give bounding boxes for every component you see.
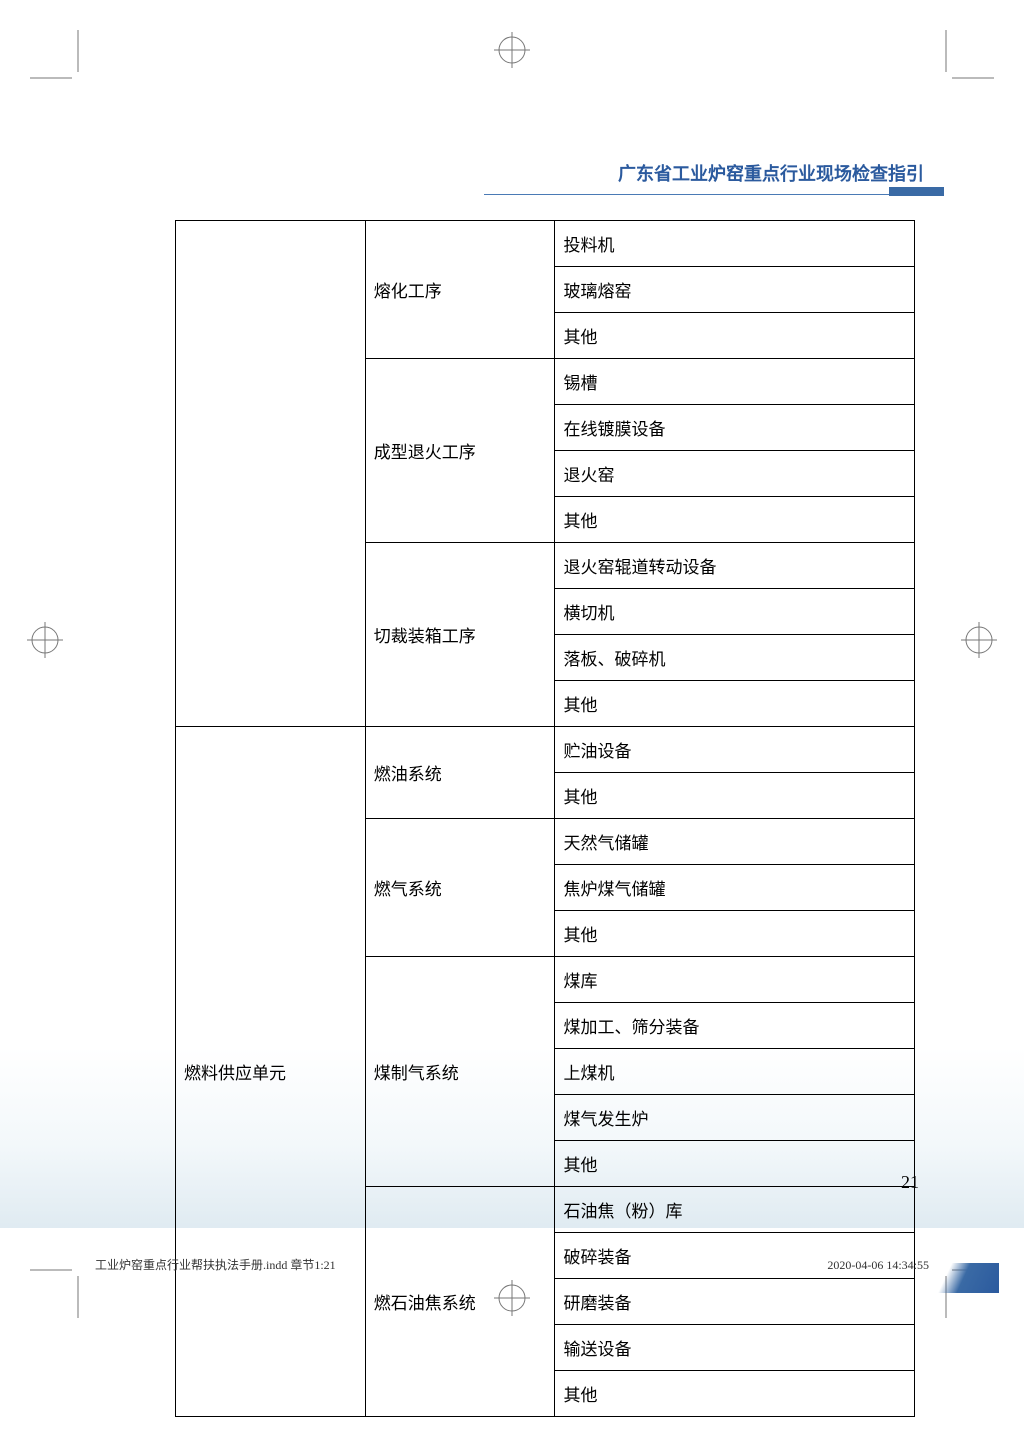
cell-item: 其他 [555, 497, 915, 543]
cell-item: 其他 [555, 1371, 915, 1417]
header-underline [484, 194, 924, 195]
cell-unit-blank [176, 221, 366, 727]
cell-process: 成型退火工序 [365, 359, 555, 543]
crop-mark-tr [924, 30, 994, 100]
cell-item: 横切机 [555, 589, 915, 635]
cell-process: 燃气系统 [365, 819, 555, 957]
cell-item: 投料机 [555, 221, 915, 267]
cell-unit: 燃料供应单元 [176, 727, 366, 1417]
table-row: 熔化工序 投料机 [176, 221, 915, 267]
cell-process: 切裁装箱工序 [365, 543, 555, 727]
cell-process: 燃油系统 [365, 727, 555, 819]
cell-item: 研磨装备 [555, 1279, 915, 1325]
page-header: 广东省工业炉窑重点行业现场检查指引 [484, 160, 924, 195]
cell-item: 退火窑 [555, 451, 915, 497]
registration-mark-top [492, 30, 532, 70]
cell-item: 其他 [555, 313, 915, 359]
cell-item: 其他 [555, 1141, 915, 1187]
crop-mark-tl [30, 30, 100, 100]
cell-process: 燃石油焦系统 [365, 1187, 555, 1417]
header-tab [889, 187, 944, 196]
table-row: 燃料供应单元 燃油系统 贮油设备 [176, 727, 915, 773]
cell-process: 煤制气系统 [365, 957, 555, 1187]
registration-mark-right [959, 620, 999, 660]
registration-mark-left [25, 620, 65, 660]
cell-item: 石油焦（粉）库 [555, 1187, 915, 1233]
cell-item: 其他 [555, 911, 915, 957]
cell-item: 玻璃熔窑 [555, 267, 915, 313]
cell-item: 天然气储罐 [555, 819, 915, 865]
footer-text-left: 工业炉窑重点行业帮扶执法手册.indd 章节1:21 [95, 1256, 336, 1273]
crop-mark-bl [30, 1248, 100, 1318]
page-title: 广东省工业炉窑重点行业现场检查指引 [484, 160, 924, 191]
cell-item: 在线镀膜设备 [555, 405, 915, 451]
cell-item: 退火窑辊道转动设备 [555, 543, 915, 589]
cell-process: 熔化工序 [365, 221, 555, 359]
footer-corner-accent [919, 1263, 999, 1293]
cell-item: 煤气发生炉 [555, 1095, 915, 1141]
main-table-container: 熔化工序 投料机 玻璃熔窑 其他 成型退火工序 锡槽 在线镀膜设备 退火窑 其他… [175, 220, 915, 1417]
cell-item: 上煤机 [555, 1049, 915, 1095]
cell-item: 煤加工、筛分装备 [555, 1003, 915, 1049]
cell-item: 煤库 [555, 957, 915, 1003]
page-number: 21 [901, 1172, 919, 1193]
cell-item: 其他 [555, 773, 915, 819]
cell-item: 输送设备 [555, 1325, 915, 1371]
main-table: 熔化工序 投料机 玻璃熔窑 其他 成型退火工序 锡槽 在线镀膜设备 退火窑 其他… [175, 220, 915, 1417]
cell-item: 焦炉煤气储罐 [555, 865, 915, 911]
cell-item: 贮油设备 [555, 727, 915, 773]
footer-text-right: 2020-04-06 14:34:55 [827, 1258, 929, 1273]
cell-item: 其他 [555, 681, 915, 727]
cell-item: 锡槽 [555, 359, 915, 405]
cell-item: 落板、破碎机 [555, 635, 915, 681]
